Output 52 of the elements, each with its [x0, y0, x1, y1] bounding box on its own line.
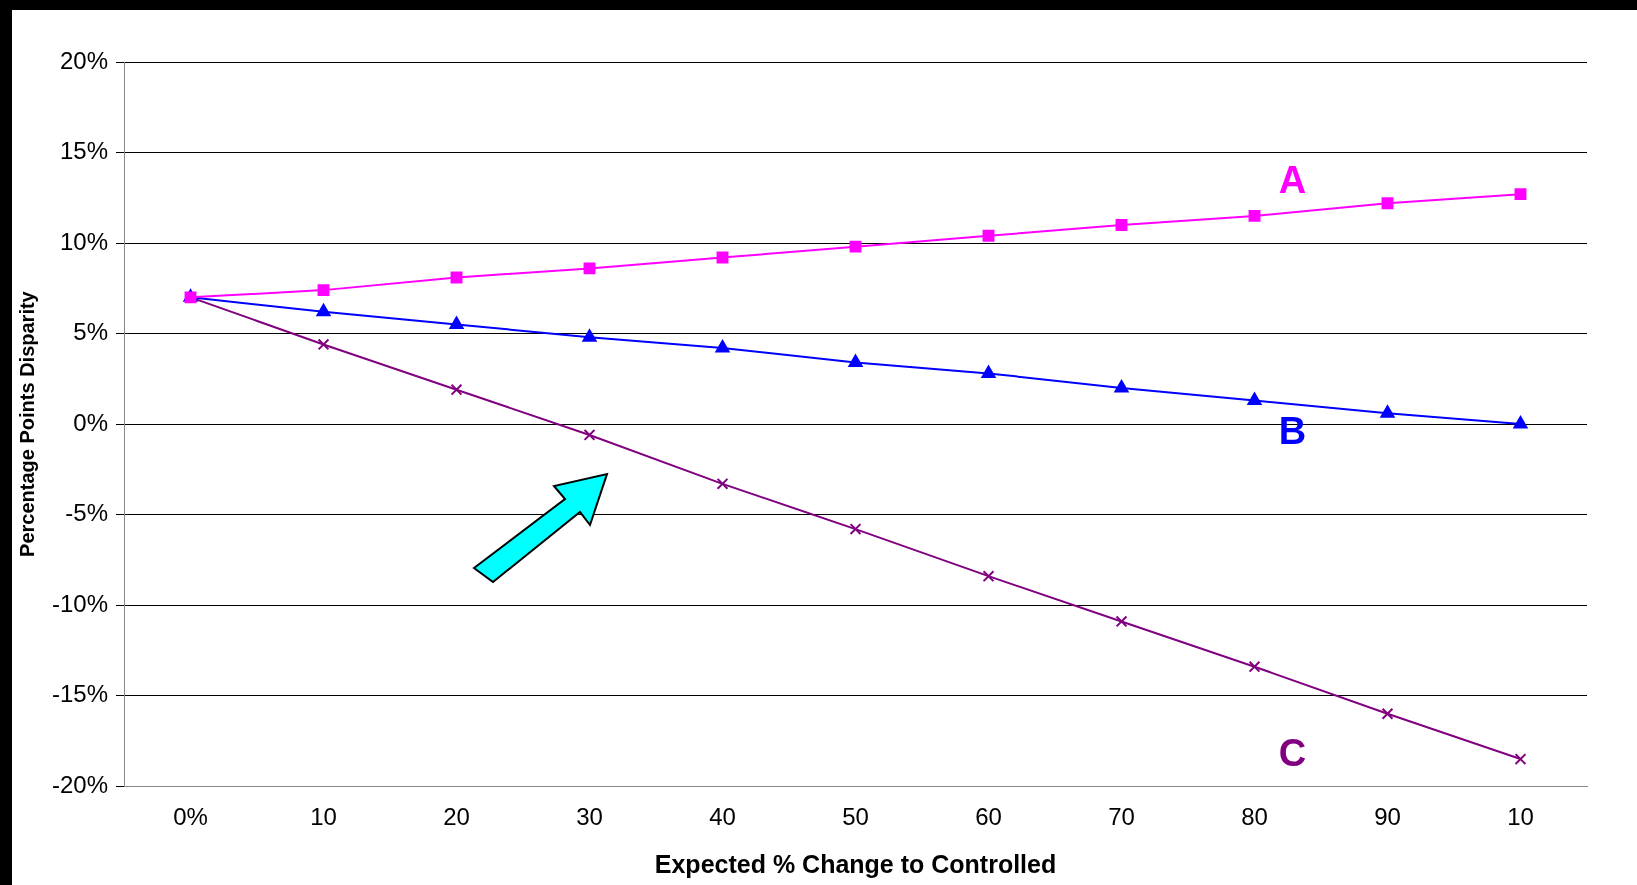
y-tick-label: -5%	[65, 499, 109, 527]
point	[849, 523, 862, 536]
series-label: C	[1278, 732, 1307, 775]
point	[849, 240, 862, 253]
point	[582, 329, 597, 342]
point	[981, 365, 996, 378]
point	[317, 338, 330, 351]
series-label: A	[1278, 159, 1307, 202]
y-tick-label: 10%	[59, 227, 109, 255]
point	[1115, 615, 1128, 628]
x-tick-label: 10	[310, 803, 337, 831]
point	[1381, 197, 1394, 210]
x-tick-label: 30	[576, 803, 603, 831]
point	[982, 570, 995, 583]
x-tick-label: 10	[1507, 803, 1534, 831]
x-tick-label: 20	[443, 803, 470, 831]
y-tick-label: -20%	[52, 770, 109, 798]
point	[1114, 379, 1129, 393]
y-tick-label: 20%	[59, 46, 109, 74]
point	[715, 340, 730, 353]
point	[1248, 660, 1261, 673]
y-axis-title: Percentage Points Disparity	[15, 290, 38, 557]
point	[1514, 188, 1527, 201]
point	[982, 229, 995, 242]
point	[1115, 219, 1128, 231]
x-tick-label: 40	[709, 803, 736, 831]
point	[1513, 416, 1528, 429]
y-tick-label: 0%	[73, 408, 109, 436]
point	[1248, 209, 1261, 222]
point	[583, 429, 596, 441]
x-axis-title: Expected % Change to Controlled	[654, 849, 1057, 878]
x-tick-label: 80	[1241, 803, 1268, 831]
x-tick-label: 70	[1108, 803, 1135, 831]
y-tick-label: 15%	[59, 137, 109, 165]
point	[716, 477, 729, 490]
point	[1381, 707, 1394, 720]
point	[449, 316, 464, 330]
x-tick-label: 50	[842, 803, 869, 831]
y-tick-label: -10%	[52, 589, 109, 617]
point	[450, 383, 463, 396]
point	[1380, 405, 1395, 418]
point	[1247, 392, 1262, 406]
y-tick-label: 5%	[73, 318, 109, 346]
x-tick-label: 60	[975, 803, 1002, 831]
point	[583, 262, 596, 275]
x-tick-label: 90	[1374, 803, 1401, 831]
y-tick-label: -15%	[52, 680, 109, 708]
point	[316, 303, 331, 317]
point	[317, 284, 330, 297]
x-tick-label: 0%	[173, 803, 208, 831]
point	[1514, 753, 1527, 765]
point	[848, 354, 863, 368]
